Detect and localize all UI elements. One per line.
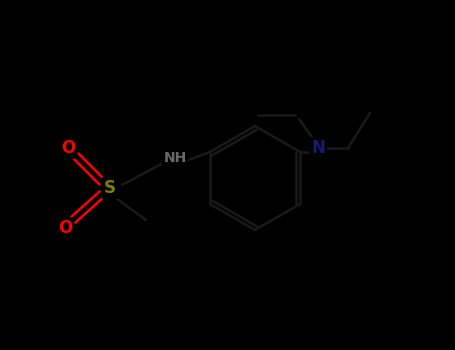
Text: S: S [104, 179, 116, 197]
Text: O: O [58, 219, 72, 237]
Text: O: O [61, 139, 75, 157]
Text: N: N [311, 139, 325, 157]
Text: NH: NH [163, 151, 187, 165]
